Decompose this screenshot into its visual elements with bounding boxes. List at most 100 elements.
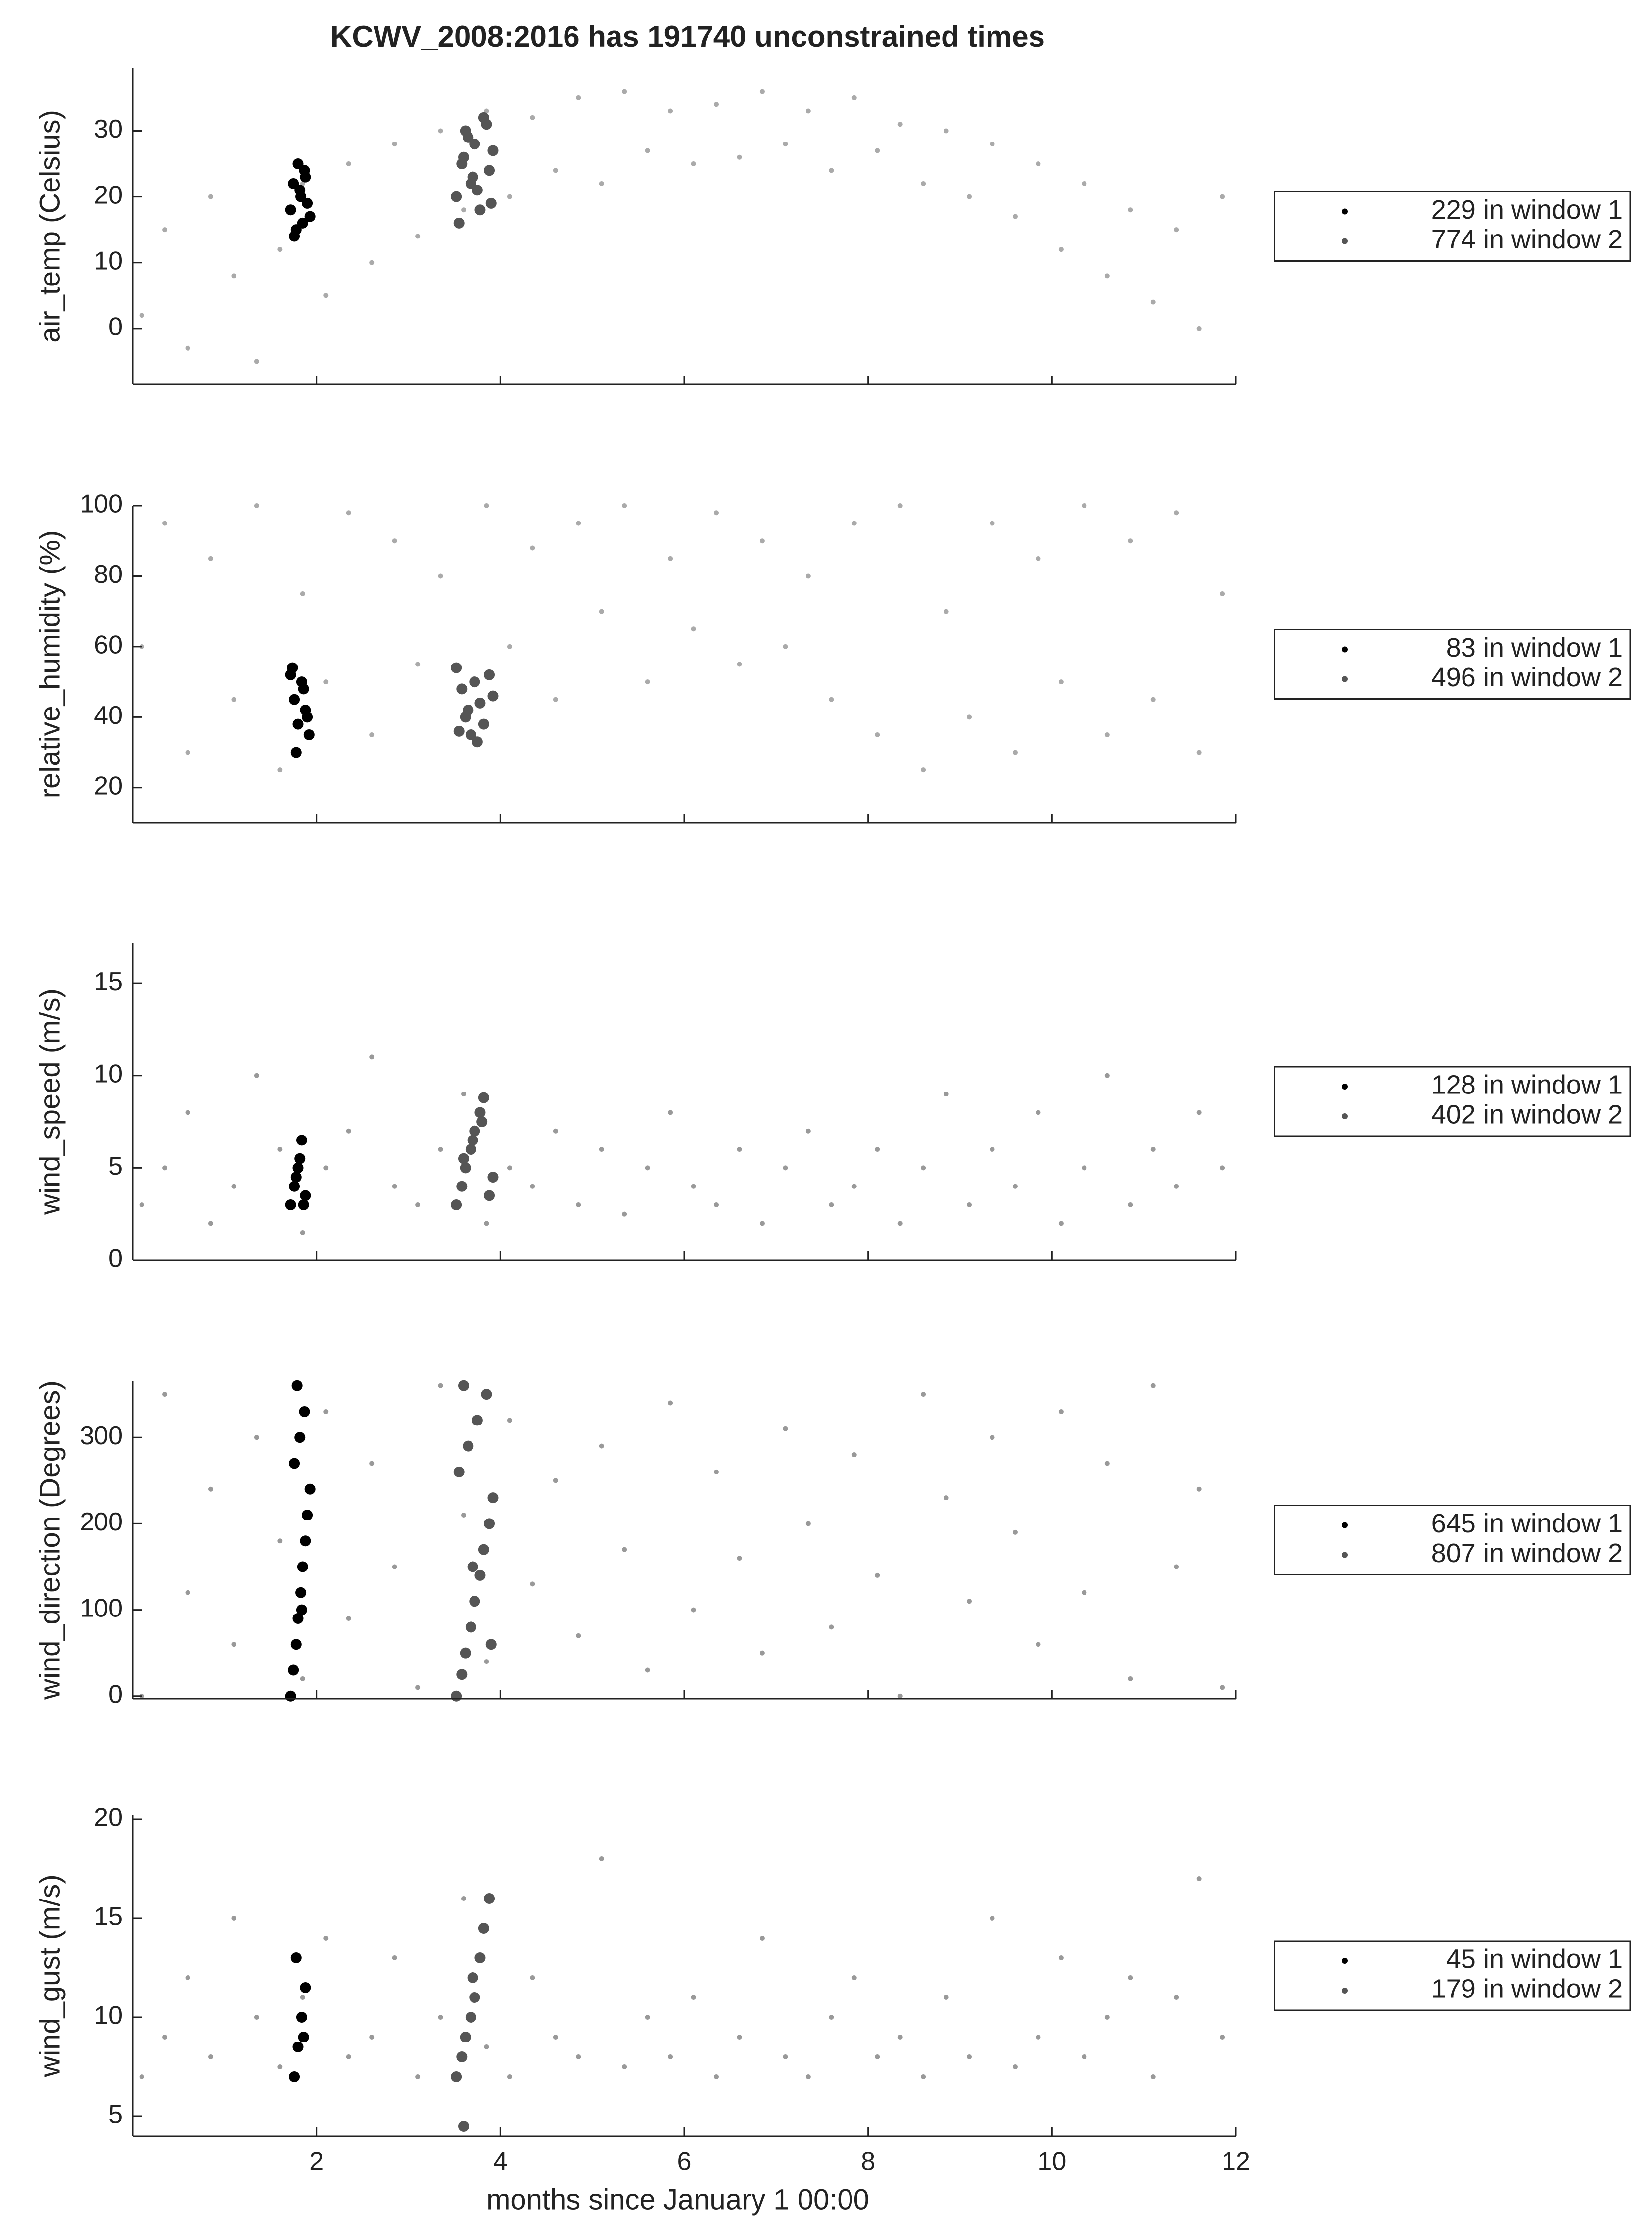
point (290, 747, 302, 758)
point (162, 521, 168, 526)
y-tick-label: 15 (94, 1902, 123, 1931)
point (461, 1092, 466, 1097)
point (1174, 1564, 1179, 1569)
point (737, 2035, 742, 2040)
point (289, 1181, 300, 1192)
point (292, 1613, 304, 1624)
point (288, 1664, 299, 1676)
point (451, 1690, 462, 1702)
point (1013, 214, 1018, 219)
point (668, 108, 673, 114)
point (453, 1466, 465, 1477)
legend-label: 496 in window 2 (1431, 663, 1623, 692)
point (461, 1896, 466, 1901)
point (668, 2054, 673, 2059)
point (897, 1221, 903, 1226)
point (1013, 1184, 1018, 1189)
point (484, 1518, 495, 1529)
point (292, 1162, 304, 1174)
point (875, 732, 880, 737)
point (645, 1165, 650, 1171)
point (346, 2054, 351, 2059)
point (1036, 1110, 1041, 1115)
y-tick-label: 5 (108, 2100, 123, 2129)
y-tick-label: 30 (94, 115, 123, 143)
point (465, 729, 476, 740)
point (461, 1512, 466, 1518)
point (737, 1147, 742, 1152)
point (438, 1383, 443, 1388)
legend-marker (1342, 1552, 1348, 1558)
point (323, 1409, 329, 1414)
point (714, 1469, 719, 1474)
point (1104, 1461, 1110, 1466)
point (921, 1165, 926, 1171)
point (285, 204, 296, 216)
point (1174, 1184, 1179, 1189)
point (1128, 207, 1133, 213)
point (291, 1380, 303, 1391)
point (299, 165, 310, 176)
point (297, 217, 308, 229)
legend-label: 774 in window 2 (1431, 225, 1623, 254)
y-tick-label: 40 (94, 701, 123, 730)
point (478, 1544, 489, 1555)
point (1128, 538, 1133, 544)
y-axis-label: wind_direction (Degrees) (34, 1380, 66, 1700)
legend-box (1274, 1505, 1631, 1575)
point (714, 102, 719, 107)
point (921, 181, 926, 186)
point (451, 662, 462, 673)
point (474, 1952, 486, 1963)
point (507, 644, 512, 649)
point (553, 168, 558, 173)
legend-marker (1342, 646, 1348, 653)
point (576, 1202, 581, 1208)
point (484, 503, 489, 508)
legend-label: 645 in window 1 (1431, 1509, 1623, 1538)
point (323, 1165, 329, 1171)
point (300, 1230, 305, 1235)
point (829, 1202, 834, 1208)
point (530, 1975, 535, 1980)
legend-marker (1342, 1084, 1348, 1090)
x-tick-label: 12 (1222, 2147, 1250, 2176)
point (487, 1172, 499, 1183)
point (300, 591, 305, 597)
point (599, 1443, 604, 1449)
point (290, 1172, 302, 1183)
point (231, 1916, 236, 1921)
point (1128, 1676, 1133, 1681)
point (1104, 1073, 1110, 1078)
point (298, 1199, 309, 1211)
point (467, 1135, 478, 1146)
point (484, 1893, 495, 1904)
point (921, 2074, 926, 2079)
point (622, 89, 627, 94)
point (507, 194, 512, 199)
point (208, 1221, 213, 1226)
point (691, 161, 696, 167)
point (1196, 1486, 1202, 1492)
point (1036, 2035, 1041, 2040)
point (668, 556, 673, 561)
point (415, 1202, 421, 1208)
point (323, 293, 329, 298)
point (346, 510, 351, 516)
point (875, 1572, 880, 1578)
point (415, 1685, 421, 1690)
point (463, 705, 474, 716)
point (294, 1432, 306, 1443)
legend-label: 128 in window 1 (1431, 1070, 1623, 1099)
point (1150, 1147, 1156, 1152)
point (691, 626, 696, 632)
point (481, 1389, 492, 1400)
point (1058, 1221, 1064, 1226)
point (1196, 1876, 1202, 1881)
point (668, 1110, 673, 1115)
point (369, 732, 375, 737)
point (691, 1184, 696, 1189)
point (162, 2035, 168, 2040)
point (451, 2071, 462, 2082)
point (208, 194, 213, 199)
